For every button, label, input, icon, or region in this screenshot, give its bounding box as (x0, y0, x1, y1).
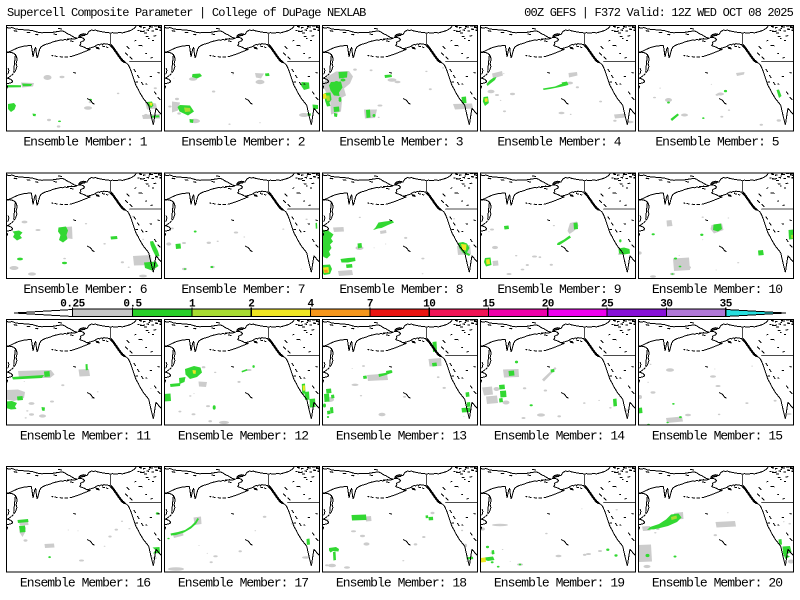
svg-text:Ensemble Member: 19: Ensemble Member: 19 (494, 576, 624, 591)
svg-text:20: 20 (542, 299, 554, 311)
svg-text:Ensemble Member: 17: Ensemble Member: 17 (178, 576, 308, 591)
svg-text:00Z GEFS | F372 Valid: 12Z WED: 00Z GEFS | F372 Valid: 12Z WED OCT 08 20… (524, 6, 793, 20)
svg-text:Ensemble Member: 20: Ensemble Member: 20 (652, 576, 782, 591)
svg-text:Ensemble Member: 7: Ensemble Member: 7 (181, 282, 304, 297)
svg-text:Ensemble Member: 18: Ensemble Member: 18 (336, 576, 466, 591)
svg-text:Ensemble Member: 3: Ensemble Member: 3 (339, 135, 462, 150)
svg-text:Ensemble Member: 14: Ensemble Member: 14 (494, 429, 625, 444)
svg-text:10: 10 (423, 299, 435, 311)
svg-text:Ensemble Member: 16: Ensemble Member: 16 (20, 576, 150, 591)
svg-text:Ensemble Member: 6: Ensemble Member: 6 (23, 282, 146, 297)
svg-text:Ensemble Member: 11: Ensemble Member: 11 (20, 429, 151, 444)
svg-text:Ensemble Member: 12: Ensemble Member: 12 (178, 429, 308, 444)
svg-text:Ensemble Member: 9: Ensemble Member: 9 (497, 282, 620, 297)
svg-text:Ensemble Member: 2: Ensemble Member: 2 (181, 135, 304, 150)
svg-text:25: 25 (601, 299, 614, 311)
svg-text:35: 35 (720, 299, 733, 311)
svg-text:Ensemble Member: 15: Ensemble Member: 15 (652, 429, 782, 444)
svg-text:7: 7 (367, 299, 373, 311)
svg-text:1: 1 (189, 299, 196, 311)
svg-text:Ensemble Member: 5: Ensemble Member: 5 (655, 135, 778, 150)
svg-text:Ensemble Member: 4: Ensemble Member: 4 (497, 135, 621, 150)
svg-text:30: 30 (660, 299, 672, 311)
svg-text:4: 4 (308, 299, 315, 311)
svg-text:Supercell Composite Parameter: Supercell Composite Parameter | College … (7, 6, 366, 20)
svg-text:2: 2 (248, 299, 254, 311)
svg-text:Ensemble Member: 8: Ensemble Member: 8 (339, 282, 462, 297)
svg-text:15: 15 (482, 299, 495, 311)
svg-text:Ensemble Member: 10: Ensemble Member: 10 (652, 282, 782, 297)
svg-text:Ensemble Member: 13: Ensemble Member: 13 (336, 429, 466, 444)
svg-text:0.5: 0.5 (123, 299, 142, 311)
svg-text:Ensemble Member: 1: Ensemble Member: 1 (23, 135, 147, 150)
svg-text:0.25: 0.25 (60, 299, 85, 311)
